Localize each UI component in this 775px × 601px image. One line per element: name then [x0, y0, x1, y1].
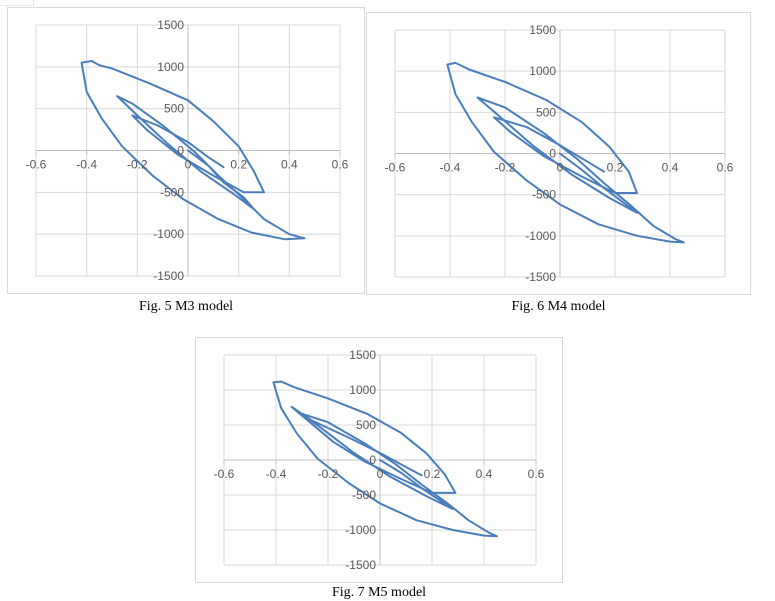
y-tick-label: -1500: [345, 558, 376, 572]
x-tick-label: -0.4: [440, 161, 461, 175]
x-tick-label: 0.4: [476, 467, 493, 481]
x-tick-label: -0.6: [26, 158, 47, 172]
series-line: [272, 380, 498, 538]
y-tick-label: -1500: [525, 270, 556, 284]
x-tick-label: 0.6: [332, 158, 349, 172]
x-tick-label: 0: [185, 158, 192, 172]
y-tick-label: 1500: [349, 348, 376, 362]
y-tick-label: 0: [369, 453, 376, 467]
y-tick-label: -500: [532, 188, 556, 202]
x-tick-label: -0.6: [385, 161, 406, 175]
y-tick-label: -1000: [345, 523, 376, 537]
caption-m3: Fig. 5 M3 model: [138, 299, 234, 314]
x-tick-label: -0.4: [266, 467, 287, 481]
y-tick-label: 500: [164, 102, 184, 116]
x-tick-label: -0.2: [127, 158, 148, 172]
x-tick-label: 0: [557, 161, 564, 175]
y-tick-label: 0: [177, 144, 184, 158]
x-tick-label: 0.2: [230, 158, 247, 172]
corner-artifact: [0, 0, 34, 6]
y-tick-label: -1500: [153, 269, 184, 283]
x-tick-label: -0.6: [214, 467, 235, 481]
y-tick-label: 500: [536, 105, 556, 119]
y-tick-label: 1500: [529, 23, 556, 37]
y-tick-label: 1000: [349, 383, 376, 397]
caption-m5: Fig. 7 M5 model: [331, 585, 427, 600]
y-tick-label: 1500: [157, 18, 184, 32]
chart-panel-m4: -0.6 -0.4 -0.2 0 0.2 0.4 0.6 1500 1000 500 0 -500 -1…: [366, 12, 751, 295]
chart-m3: -0.6 -0.4 -0.2 0 0.2 0.4 0.6150010005000-500-1…: [26, 18, 349, 283]
x-tick-label: -0.2: [318, 467, 339, 481]
y-tick-label: -500: [160, 185, 184, 199]
chart-panel-m3: -0.6 -0.4 -0.2 0 0.2 0.4 0.6 1500 1000 500 0 -500 -1…: [7, 7, 365, 294]
x-tick-label: 0.4: [662, 161, 679, 175]
x-tick-label: 0.6: [528, 467, 545, 481]
x-tick-label: 0.2: [424, 467, 441, 481]
y-tick-label: 500: [356, 418, 376, 432]
y-tick-label: -1000: [525, 229, 556, 243]
chart-m4: -0.6 -0.4 -0.2 0 0.2 0.4 0.6150010005000-500-1…: [385, 23, 734, 284]
x-tick-label: 0.6: [717, 161, 734, 175]
series-line: [80, 60, 306, 241]
chart-panel-m5: -0.6 -0.4 -0.2 0 0.2 0.4 0.6 1500 1000 500 0 -500 -1…: [195, 337, 563, 583]
y-tick-label: -1000: [153, 227, 184, 241]
y-tick-label: -500: [352, 488, 376, 502]
x-tick-label: -0.4: [76, 158, 97, 172]
x-tick-label: -0.2: [495, 161, 516, 175]
y-tick-label: 0: [549, 147, 556, 161]
y-tick-label: 1000: [529, 64, 556, 78]
y-tick-label: 1000: [157, 60, 184, 74]
x-tick-label: 0.2: [607, 161, 624, 175]
x-tick-label: 0.4: [281, 158, 298, 172]
series-line: [446, 61, 685, 244]
caption-m4: Fig. 6 M4 model: [511, 299, 606, 314]
x-tick-label: 0: [377, 467, 384, 481]
chart-m5: -0.6 -0.4 -0.2 0 0.2 0.4 0.6150010005000-500-1…: [214, 348, 545, 572]
